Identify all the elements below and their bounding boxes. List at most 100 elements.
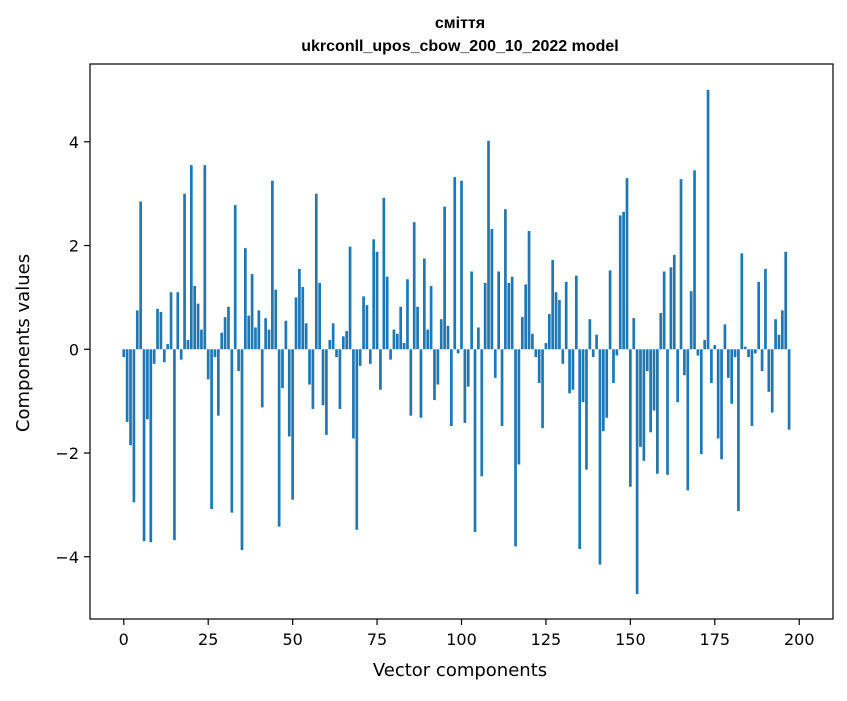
bar-190 xyxy=(764,268,767,350)
y-axis-label: Components values xyxy=(13,254,34,432)
bar-25 xyxy=(206,349,210,380)
bar-91 xyxy=(429,286,433,350)
bar-10 xyxy=(156,308,159,350)
chart-title: сміття xyxy=(435,15,485,32)
y-tick-label: 2 xyxy=(69,237,79,256)
bar-23 xyxy=(200,329,203,350)
bar-122 xyxy=(534,349,538,358)
bar-138 xyxy=(588,319,592,350)
bar-114 xyxy=(507,282,511,350)
bar-163 xyxy=(672,254,676,350)
bar-11 xyxy=(159,311,163,350)
bar-62 xyxy=(331,323,335,350)
bar-19 xyxy=(186,339,190,350)
bar-22 xyxy=(196,303,200,350)
bar-5 xyxy=(139,201,143,350)
bar-90 xyxy=(426,329,430,350)
bar-7 xyxy=(146,349,149,420)
bar-0 xyxy=(122,349,126,358)
bar-47 xyxy=(281,349,284,389)
bar-98 xyxy=(453,177,457,350)
bar-148 xyxy=(622,211,625,350)
x-tick-label: 0 xyxy=(119,630,129,649)
bar-193 xyxy=(774,319,777,350)
bar-14 xyxy=(169,292,173,350)
bar-49 xyxy=(287,349,291,437)
bar-161 xyxy=(666,349,669,475)
bar-51 xyxy=(294,297,298,350)
bar-128 xyxy=(554,292,558,350)
bar-4 xyxy=(135,310,139,350)
bar-126 xyxy=(547,314,551,350)
bar-64 xyxy=(338,349,342,409)
bar-144 xyxy=(608,270,612,350)
bar-185 xyxy=(747,349,750,358)
x-tick-label: 75 xyxy=(367,630,387,649)
bar-76 xyxy=(379,349,382,390)
bar-164 xyxy=(676,349,679,403)
bar-172 xyxy=(703,339,707,350)
bar-186 xyxy=(750,349,754,427)
bar-9 xyxy=(152,349,156,364)
bar-95 xyxy=(443,206,446,350)
bar-183 xyxy=(740,253,744,350)
x-tick-label: 175 xyxy=(700,630,731,649)
bar-118 xyxy=(520,317,524,350)
bar-175 xyxy=(713,345,717,350)
bar-46 xyxy=(277,349,281,527)
bar-2 xyxy=(129,349,132,446)
bar-127 xyxy=(551,260,555,350)
bar-67 xyxy=(348,246,352,350)
bar-61 xyxy=(328,339,332,350)
bar-37 xyxy=(247,315,251,350)
bar-56 xyxy=(311,349,315,409)
bar-112 xyxy=(500,349,504,427)
bar-194 xyxy=(777,334,781,350)
bar-97 xyxy=(450,349,453,427)
bar-26 xyxy=(210,349,213,510)
bar-86 xyxy=(412,222,416,350)
bar-39 xyxy=(254,327,257,350)
plot-frame xyxy=(89,63,834,620)
bar-48 xyxy=(284,320,288,350)
bar-102 xyxy=(466,349,470,387)
bar-189 xyxy=(760,349,764,372)
bar-116 xyxy=(514,349,517,547)
bar-41 xyxy=(260,349,264,408)
bar-21 xyxy=(193,286,197,350)
bar-1 xyxy=(125,349,129,422)
bar-173 xyxy=(706,89,710,350)
x-tick-label: 100 xyxy=(446,630,477,649)
bar-182 xyxy=(737,349,740,512)
bar-107 xyxy=(483,282,487,350)
bar-35 xyxy=(240,349,244,551)
bar-69 xyxy=(355,349,359,530)
bar-82 xyxy=(399,306,403,350)
bar-24 xyxy=(203,165,207,350)
bar-66 xyxy=(345,331,349,350)
bar-44 xyxy=(271,180,274,350)
bar-96 xyxy=(446,325,450,350)
x-axis-ticks: 0 25 50 75 100 125 150 175 200 xyxy=(119,619,815,649)
bar-124 xyxy=(541,349,544,429)
bar-135 xyxy=(578,349,582,549)
bar-17 xyxy=(179,349,183,360)
bar-170 xyxy=(696,349,700,356)
y-tick-label: −4 xyxy=(55,548,79,567)
bar-169 xyxy=(693,170,696,350)
bar-131 xyxy=(564,281,568,350)
bar-80 xyxy=(392,329,396,350)
bar-117 xyxy=(517,349,521,465)
bar-84 xyxy=(406,279,409,350)
bar-171 xyxy=(699,349,703,455)
bar-142 xyxy=(601,349,605,432)
bar-146 xyxy=(615,349,619,356)
bar-75 xyxy=(375,251,379,350)
bar-52 xyxy=(298,268,301,350)
bar-113 xyxy=(504,209,507,350)
bar-154 xyxy=(642,349,646,461)
bar-160 xyxy=(662,271,666,350)
x-tick-label: 50 xyxy=(282,630,302,649)
